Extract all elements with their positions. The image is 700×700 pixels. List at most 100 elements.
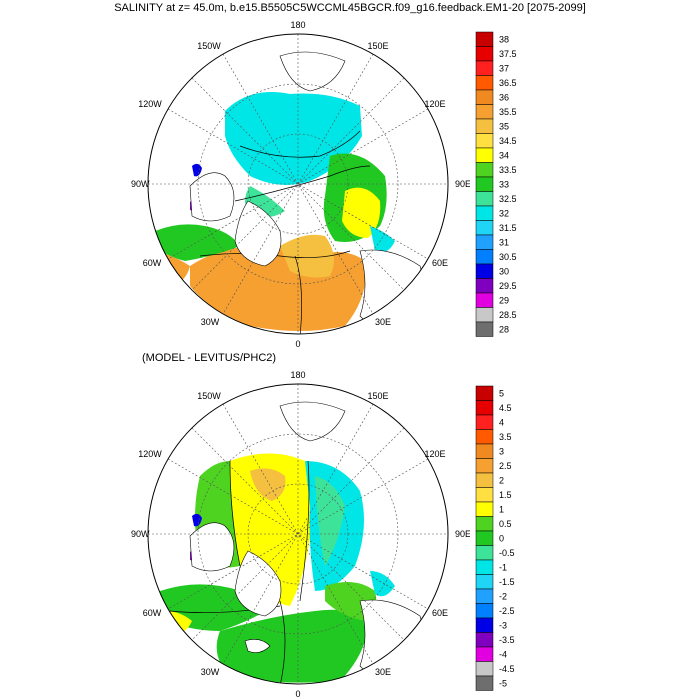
bottom-colorbar-swatch-8 xyxy=(475,501,494,517)
bottom-colorbar-label-6: 2 xyxy=(499,475,504,485)
bottom-colorbar-label-8: 1 xyxy=(499,504,504,514)
bottom-colorbar-swatch-17 xyxy=(475,632,494,648)
bottom-colorbar-label-17: -3.5 xyxy=(499,635,515,645)
top-colorbar-swatch-10 xyxy=(475,176,494,192)
bottom-colorbar-swatch-5 xyxy=(475,458,494,474)
bottom-colorbar-swatch-9 xyxy=(475,516,494,532)
bottom-map-field xyxy=(160,401,424,684)
top-colorbar-label-15: 30.5 xyxy=(499,252,517,262)
top-colorbar-swatch-12 xyxy=(475,205,494,221)
bottom-colorbar-label-2: 4 xyxy=(499,417,504,427)
top-graticule xyxy=(148,34,448,334)
top-colorbar-swatch-14 xyxy=(475,234,494,250)
plot-subtitle: (MODEL - LEVITUS/PHC2) xyxy=(142,352,277,364)
bottom-colorbar-label-18: -4 xyxy=(499,649,507,659)
bottom-colorbar-label-15: -2.5 xyxy=(499,606,515,616)
top-colorbar-swatch-11 xyxy=(475,191,494,207)
bottom-lon-label-180: 180 xyxy=(290,370,305,380)
top-colorbar-swatch-19 xyxy=(475,307,494,323)
top-colorbar-label-8: 34 xyxy=(499,150,509,160)
top-colorbar-label-2: 37 xyxy=(499,63,509,73)
top-colorbar-label-18: 29 xyxy=(499,295,509,305)
top-colorbar-label-12: 32 xyxy=(499,208,509,218)
top-colorbar-label-4: 36 xyxy=(499,92,509,102)
top-lon-label-150w: 150W xyxy=(197,41,221,51)
top-lon-label-60w: 60W xyxy=(143,258,162,268)
bottom-lon-label-60w: 60W xyxy=(143,608,162,618)
top-lon-label-90w: 90W xyxy=(131,179,150,189)
bottom-colorbar-swatch-4 xyxy=(475,443,494,459)
top-colorbar: 38 37.5 37 36.5 36 35.5 35 34.5 34 33.5 33 32.5 32 31… xyxy=(475,31,517,337)
top-lon-label-30w: 30W xyxy=(201,317,220,327)
bottom-colorbar-label-10: 0 xyxy=(499,533,504,543)
top-lon-label-90e: 90E xyxy=(455,179,470,189)
plot-title: SALINITY at z= 45.0m, b.e15.B5505C5WCCML… xyxy=(114,2,586,14)
top-colorbar-swatch-20 xyxy=(475,321,494,337)
top-lon-label-120w: 120W xyxy=(138,99,162,109)
bottom-colorbar-label-5: 2.5 xyxy=(499,461,512,471)
bottom-colorbar-swatch-18 xyxy=(475,646,494,662)
bottom-colorbar-swatch-15 xyxy=(475,603,494,619)
top-colorbar-label-6: 35 xyxy=(499,121,509,131)
top-colorbar-label-9: 33.5 xyxy=(499,165,517,175)
bottom-lon-label-30w: 30W xyxy=(201,667,220,677)
bottom-colorbar-label-14: -2 xyxy=(499,591,507,601)
bottom-lon-label-90w: 90W xyxy=(131,529,150,539)
bottom-difference-map: 180 150E 120E 90E 60E 30E 0 30W 60W 90W … xyxy=(131,370,470,699)
top-colorbar-swatch-9 xyxy=(475,162,494,178)
bottom-lon-label-150e: 150E xyxy=(367,391,388,401)
top-colorbar-swatch-7 xyxy=(475,133,494,149)
top-lon-label-150e: 150E xyxy=(367,41,388,51)
top-lon-label-180: 180 xyxy=(290,20,305,30)
top-colorbar-label-5: 35.5 xyxy=(499,107,517,117)
top-colorbar-label-0: 38 xyxy=(499,34,509,44)
top-colorbar-swatch-6 xyxy=(475,118,494,134)
top-colorbar-label-19: 28.5 xyxy=(499,310,517,320)
top-colorbar-label-7: 34.5 xyxy=(499,136,517,146)
bottom-colorbar-swatch-10 xyxy=(475,530,494,546)
bottom-colorbar-label-0: 5 xyxy=(499,388,504,398)
bottom-lon-label-150w: 150W xyxy=(197,391,221,401)
bottom-colorbar-swatch-20 xyxy=(475,675,494,691)
top-colorbar-label-3: 36.5 xyxy=(499,78,517,88)
top-colorbar-label-20: 28 xyxy=(499,324,509,334)
bottom-colorbar-swatch-13 xyxy=(475,574,494,590)
top-colorbar-swatch-13 xyxy=(475,220,494,236)
top-colorbar-label-1: 37.5 xyxy=(499,49,517,59)
bottom-lon-label-120e: 120E xyxy=(424,449,445,459)
bottom-lon-label-30e: 30E xyxy=(375,667,391,677)
top-colorbar-swatch-2 xyxy=(475,60,494,76)
top-colorbar-label-14: 31 xyxy=(499,237,509,247)
bottom-lon-label-0: 0 xyxy=(295,689,300,699)
top-colorbar-swatch-18 xyxy=(475,292,494,308)
bottom-colorbar-swatch-0 xyxy=(475,385,494,401)
top-colorbar-swatch-16 xyxy=(475,263,494,279)
bottom-colorbar-label-13: -1.5 xyxy=(499,577,515,587)
bottom-colorbar-swatch-2 xyxy=(475,414,494,430)
bottom-colorbar-label-9: 0.5 xyxy=(499,519,512,529)
bottom-colorbar-label-20: -5 xyxy=(499,678,507,688)
top-colorbar-label-11: 32.5 xyxy=(499,194,517,204)
top-colorbar-label-10: 33 xyxy=(499,179,509,189)
top-colorbar-swatch-1 xyxy=(475,46,494,62)
bottom-colorbar-swatch-14 xyxy=(475,588,494,604)
bottom-colorbar: 5 4.5 4 3.5 3 2.5 2 1.5 1 0.5 0 -0.5 -1 -1.5 -2 -2.5 -3 -… xyxy=(475,385,515,691)
top-lon-label-60e: 60E xyxy=(432,258,448,268)
top-colorbar-swatch-15 xyxy=(475,249,494,265)
top-colorbar-swatch-3 xyxy=(475,75,494,91)
bottom-colorbar-label-4: 3 xyxy=(499,446,504,456)
bottom-colorbar-swatch-16 xyxy=(475,617,494,633)
top-colorbar-label-16: 30 xyxy=(499,266,509,276)
top-salinity-map: 180 150E 120E 90E 60E 30E 0 30W 60W 90W … xyxy=(131,20,470,349)
bottom-colorbar-label-16: -3 xyxy=(499,620,507,630)
bottom-colorbar-label-11: -0.5 xyxy=(499,548,515,558)
top-colorbar-swatch-0 xyxy=(475,31,494,47)
top-colorbar-swatch-17 xyxy=(475,278,494,294)
bottom-colorbar-swatch-6 xyxy=(475,472,494,488)
bottom-colorbar-label-1: 4.5 xyxy=(499,403,512,413)
top-lon-label-0: 0 xyxy=(295,339,300,349)
top-lon-label-120e: 120E xyxy=(424,99,445,109)
bottom-colorbar-label-19: -4.5 xyxy=(499,664,515,674)
top-colorbar-swatch-4 xyxy=(475,89,494,105)
top-colorbar-label-17: 29.5 xyxy=(499,281,517,291)
